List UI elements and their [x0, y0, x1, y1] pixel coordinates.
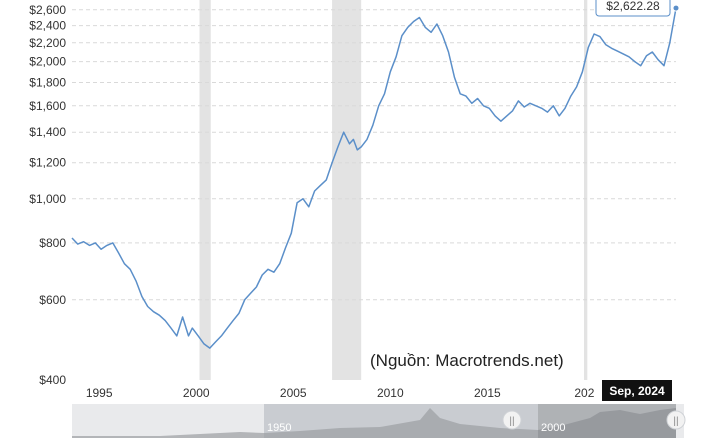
date-flag: Sep, 2024 — [602, 380, 672, 401]
x-tick-label-0: 1995 — [86, 386, 113, 400]
date-flag-box — [602, 380, 672, 401]
right-handle-grip-icon: || — [673, 416, 678, 427]
recession-band-0 — [199, 0, 211, 380]
left-handle-grip-icon: || — [509, 416, 514, 427]
y-tick-label-6: $1,600 — [29, 99, 66, 113]
y-tick-label-0: $400 — [39, 373, 66, 387]
source-note: (Nguồn: Macrotrends.net) — [370, 351, 564, 370]
y-tick-label-4: $1,200 — [29, 156, 66, 170]
tooltip-value: $2,622.28 — [606, 0, 660, 13]
range-navigator[interactable]: 1950 2000 || || — [72, 404, 686, 438]
recession-band-1 — [332, 0, 362, 380]
value-tooltip: $2,622.28 — [595, 0, 671, 17]
series-line-0 — [71, 7, 677, 349]
navigator-label-1950: 1950 — [267, 422, 291, 434]
y-tick-label-8: $2,000 — [29, 55, 66, 69]
x-tick-label-3: 2010 — [377, 386, 404, 400]
x-tick-label-5: 202 — [574, 386, 594, 400]
y-axis-ticks: $400 $600 $800 $1,000 $1,200 $1,400 $1,600 $1,8… — [29, 3, 66, 387]
y-tick-label-2: $800 — [39, 236, 66, 250]
y-tick-label-9: $2,200 — [29, 36, 66, 50]
tooltip-box — [595, 0, 671, 17]
x-axis-ticks: 1995 2000 2005 2010 2015 202 — [86, 386, 595, 400]
y-tick-label-7: $1,800 — [29, 76, 66, 90]
x-tick-label-1: 2000 — [183, 386, 210, 400]
navigator-label-2000: 2000 — [541, 422, 565, 434]
y-tick-label-11: $2,600 — [29, 3, 66, 17]
y-tick-label-10: $2,400 — [29, 19, 66, 33]
navigator-left-handle[interactable] — [502, 410, 522, 430]
y-tick-label-3: $1,000 — [29, 192, 66, 206]
grid-lines — [72, 9, 676, 301]
date-flag-text: Sep, 2024 — [609, 384, 665, 398]
navigator-selection[interactable] — [538, 404, 676, 438]
x-tick-label-4: 2015 — [474, 386, 501, 400]
recession-bands — [199, 0, 588, 380]
current-point-marker — [672, 4, 680, 12]
series-layer — [71, 7, 677, 349]
navigator-right-handle[interactable] — [666, 410, 686, 430]
x-tick-label-2: 2005 — [280, 386, 307, 400]
navigator-area — [72, 408, 676, 438]
recession-band-2 — [584, 0, 588, 380]
y-tick-label-5: $1,400 — [29, 125, 66, 139]
y-tick-label-1: $600 — [39, 293, 66, 307]
